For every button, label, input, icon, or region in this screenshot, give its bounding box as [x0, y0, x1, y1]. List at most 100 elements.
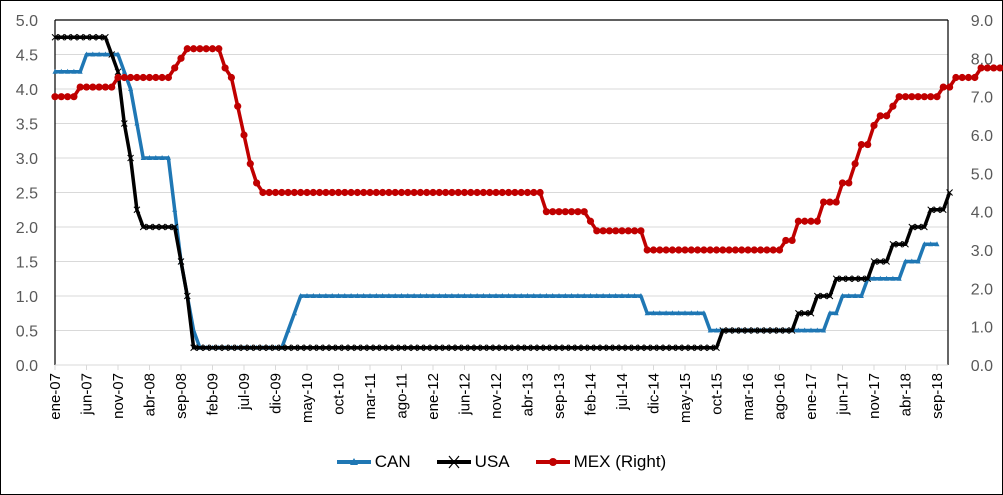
data-point — [127, 73, 135, 82]
data-point — [826, 292, 834, 300]
data-point — [712, 246, 721, 254]
data-point — [462, 293, 467, 298]
data-point — [619, 293, 625, 298]
x-tick-label: nov-07 — [110, 373, 127, 419]
data-point — [908, 223, 916, 231]
data-point — [788, 236, 796, 245]
data-point — [561, 344, 569, 352]
data-point — [662, 344, 670, 352]
x-tick-label: dic-09 — [268, 373, 285, 414]
data-point — [265, 344, 273, 352]
data-point — [416, 188, 424, 197]
data-point — [700, 344, 708, 352]
data-point — [159, 155, 165, 160]
data-point — [901, 93, 910, 101]
y-right-tick: 1.0 — [971, 320, 993, 337]
data-point — [172, 206, 178, 212]
data-point — [909, 258, 915, 264]
data-point — [298, 293, 304, 298]
data-point — [202, 45, 210, 53]
data-point — [719, 246, 727, 254]
data-point — [498, 344, 506, 352]
data-point — [605, 227, 614, 235]
data-point — [140, 155, 146, 160]
data-point — [821, 327, 827, 333]
data-point — [631, 227, 639, 235]
data-point — [177, 258, 185, 265]
data-point — [814, 327, 820, 333]
y-right-tick: 3.0 — [971, 243, 993, 260]
data-point — [291, 344, 298, 352]
x-tick-label: may-15 — [677, 373, 694, 423]
data-point — [284, 188, 292, 197]
data-point — [871, 275, 877, 281]
x-tick-label: nov-17 — [866, 373, 883, 419]
data-point — [95, 83, 103, 91]
data-point — [372, 344, 380, 352]
data-point — [624, 344, 632, 352]
data-point — [120, 120, 128, 127]
data-point — [348, 293, 354, 298]
data-point — [833, 310, 839, 316]
data-point — [731, 246, 740, 254]
data-point — [695, 310, 701, 316]
data-point — [429, 188, 437, 197]
data-point — [354, 344, 361, 352]
data-point — [158, 73, 166, 82]
data-point — [209, 344, 216, 352]
data-point — [253, 179, 261, 187]
data-point — [964, 73, 973, 82]
data-point — [474, 293, 480, 298]
data-point — [574, 344, 582, 352]
x-tick-label: sep-08 — [173, 373, 190, 419]
data-point — [896, 275, 902, 281]
data-point — [77, 68, 83, 74]
data-point — [423, 344, 431, 352]
data-point — [675, 246, 683, 254]
data-point — [927, 206, 935, 214]
y-left-tick: 4.0 — [16, 82, 38, 99]
data-point — [366, 188, 374, 197]
data-point — [342, 293, 348, 298]
data-point — [380, 293, 386, 298]
data-point — [569, 293, 575, 298]
x-tick-label: ago-11 — [394, 373, 411, 419]
data-point — [51, 33, 59, 41]
x-tick-label: abr-13 — [520, 373, 537, 416]
data-point — [763, 327, 771, 334]
data-point — [480, 344, 487, 352]
data-point — [694, 246, 702, 254]
data-point — [392, 293, 398, 298]
data-point — [525, 293, 530, 298]
data-point — [763, 246, 771, 254]
data-point — [303, 344, 311, 352]
data-point — [297, 344, 305, 352]
data-point — [467, 188, 475, 197]
data-point — [568, 344, 575, 352]
data-point — [417, 344, 424, 352]
data-point — [706, 246, 714, 254]
data-point — [958, 73, 966, 82]
data-point — [782, 236, 790, 245]
data-point — [889, 102, 897, 110]
data-point — [164, 73, 172, 82]
data-point — [506, 293, 512, 298]
data-point — [272, 344, 279, 352]
data-point — [845, 179, 853, 187]
legend-item-usa: USA — [436, 452, 510, 472]
data-point — [928, 241, 934, 247]
data-point — [594, 293, 600, 298]
x-tick-label: jul-14 — [614, 373, 631, 411]
data-point — [341, 188, 349, 197]
data-point — [820, 198, 828, 206]
data-point — [467, 344, 475, 352]
data-point — [613, 293, 619, 298]
data-point — [512, 293, 518, 298]
data-point — [657, 310, 663, 316]
data-point — [839, 275, 846, 283]
data-point — [468, 293, 474, 298]
data-point — [725, 246, 733, 254]
data-point — [309, 344, 317, 352]
y-left-tick: 3.5 — [16, 117, 38, 134]
data-point — [820, 292, 827, 300]
